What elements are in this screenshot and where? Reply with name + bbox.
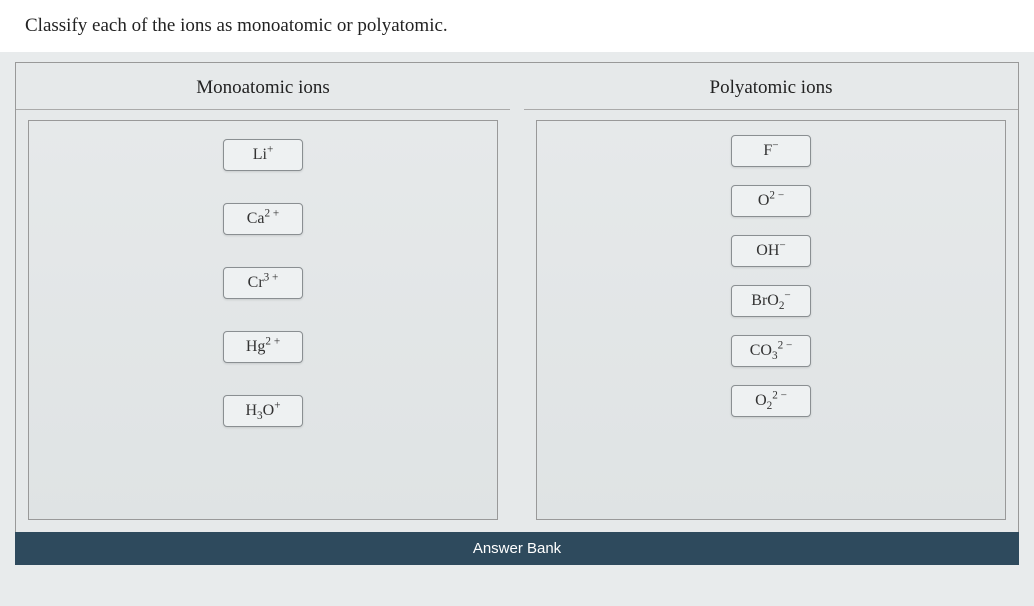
ion-chip-cr[interactable]: Cr3 + (223, 267, 303, 299)
monoatomic-drop-zone[interactable]: Li+ Ca2 + Cr3 + Hg2 + H3O+ (28, 120, 498, 520)
ion-chip-ca[interactable]: Ca2 + (223, 203, 303, 235)
monoatomic-title: Monoatomic ions (16, 63, 510, 110)
ion-chip-co3[interactable]: CO32 − (731, 335, 812, 367)
ion-chip-f[interactable]: F− (731, 135, 811, 167)
ion-chip-o2minus[interactable]: O2 − (731, 185, 811, 217)
polyatomic-drop-zone[interactable]: F− O2 − OH− BrO2− CO32 − O22 − (536, 120, 1006, 520)
classification-panels: Monoatomic ions Li+ Ca2 + Cr3 + Hg2 + H3… (15, 62, 1019, 532)
ion-chip-bro2[interactable]: BrO2− (731, 285, 811, 317)
answer-bank-header[interactable]: Answer Bank (15, 532, 1019, 565)
ion-chip-o22minus[interactable]: O22 − (731, 385, 811, 417)
work-area: Monoatomic ions Li+ Ca2 + Cr3 + Hg2 + H3… (0, 52, 1034, 565)
polyatomic-panel: Polyatomic ions F− O2 − OH− BrO2− CO32 −… (524, 63, 1018, 532)
ion-chip-hg[interactable]: Hg2 + (223, 331, 303, 363)
ion-chip-li[interactable]: Li+ (223, 139, 303, 171)
monoatomic-panel: Monoatomic ions Li+ Ca2 + Cr3 + Hg2 + H3… (16, 63, 510, 532)
polyatomic-title: Polyatomic ions (524, 63, 1018, 110)
ion-chip-oh[interactable]: OH− (731, 235, 811, 267)
ion-chip-h3o[interactable]: H3O+ (223, 395, 303, 427)
question-text: Classify each of the ions as monoatomic … (0, 0, 1034, 52)
